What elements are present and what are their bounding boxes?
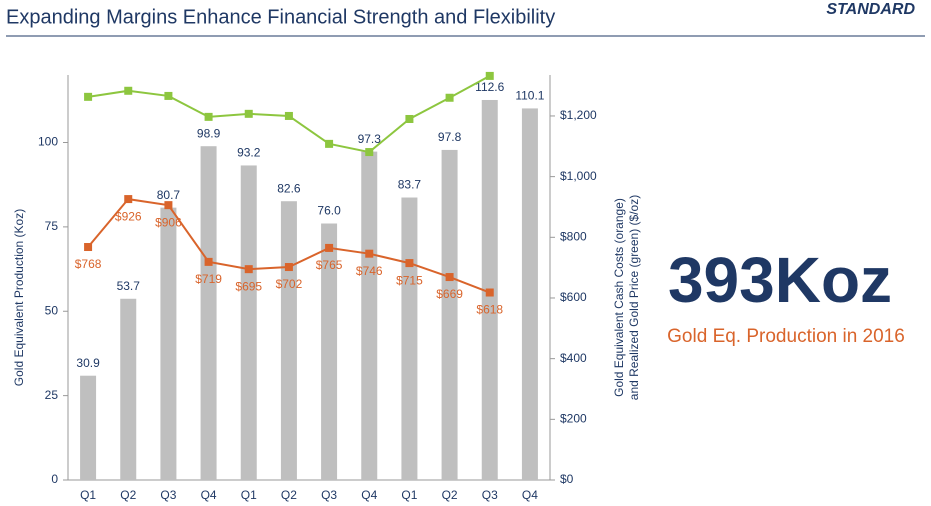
- bar: [361, 151, 378, 481]
- y-axis-label: Gold Equivalent Production (Koz): [12, 209, 26, 386]
- x-tick-label: Q1: [401, 488, 417, 502]
- point-label: $926: [115, 209, 142, 223]
- x-tick-label: Q2: [442, 488, 458, 502]
- y2-tick-label: $800: [560, 229, 587, 243]
- bar-label: 80.7: [157, 188, 181, 202]
- line-marker: [325, 243, 334, 252]
- line-marker: [164, 201, 173, 210]
- point-label: $618: [476, 303, 503, 317]
- y2-tick-label: $0: [560, 472, 574, 486]
- point-label: $702: [276, 277, 303, 291]
- point-label: $669: [436, 287, 463, 301]
- point-label: $695: [235, 279, 262, 293]
- bar-label: 98.9: [197, 126, 221, 140]
- bar-label: 53.7: [117, 279, 141, 293]
- callout-headline: 393Koz: [668, 244, 892, 316]
- x-tick-label: Q3: [482, 488, 498, 502]
- line-marker: [204, 112, 213, 121]
- bar: [80, 375, 97, 480]
- bar: [160, 207, 177, 480]
- y2-tick-label: $200: [560, 411, 587, 425]
- line-marker: [365, 148, 374, 157]
- line-marker: [325, 139, 334, 148]
- y-tick-label: 75: [45, 219, 59, 233]
- line-marker: [405, 114, 414, 123]
- bar: [240, 165, 257, 480]
- bar-label: 30.9: [76, 356, 100, 370]
- point-label: $719: [195, 272, 222, 286]
- y2-axis-label: and Realized Gold Price (green) ($/oz): [627, 195, 641, 400]
- bar: [521, 108, 538, 480]
- x-tick-label: Q1: [241, 488, 257, 502]
- line-marker: [124, 195, 133, 204]
- bar: [120, 298, 137, 480]
- line-marker: [405, 259, 414, 268]
- x-tick-label: Q3: [321, 488, 337, 502]
- line-marker: [164, 91, 173, 100]
- y2-tick-label: $400: [560, 351, 587, 365]
- bar: [280, 201, 297, 480]
- line-marker: [445, 273, 454, 282]
- x-tick-label: Q2: [281, 488, 297, 502]
- callout-caption: Gold Eq. Production in 2016: [667, 326, 905, 347]
- point-label: $765: [316, 258, 343, 272]
- line-marker: [84, 243, 93, 252]
- subtitle: Expanding Margins Enhance Financial Stre…: [6, 6, 555, 28]
- y2-tick-label: $1,200: [560, 108, 597, 122]
- line-marker: [244, 109, 253, 118]
- line-marker: [84, 92, 93, 101]
- y-tick-label: 25: [45, 388, 59, 402]
- bar: [321, 223, 338, 480]
- bar-label: 97.8: [438, 130, 462, 144]
- bar-label: 76.0: [317, 204, 341, 218]
- line-marker: [445, 93, 454, 102]
- logo: STANDARD: [826, 1, 915, 18]
- y2-axis-label: Gold Equivalent Cash Costs (orange): [612, 198, 626, 397]
- bar-label: 110.1: [515, 89, 544, 103]
- bar: [401, 197, 418, 480]
- bar-label: 82.6: [277, 181, 301, 195]
- y2-tick-label: $1,000: [560, 169, 597, 183]
- point-label: $768: [75, 257, 102, 271]
- line-marker: [365, 249, 374, 258]
- point-label: $746: [356, 264, 383, 278]
- line-marker: [284, 263, 293, 272]
- line-marker: [204, 257, 213, 266]
- bar-label: 83.7: [398, 178, 422, 192]
- line-marker: [284, 111, 293, 120]
- y2-tick-label: $600: [560, 290, 587, 304]
- y-tick-label: 0: [51, 472, 58, 486]
- line-marker: [485, 288, 494, 297]
- y-tick-label: 100: [38, 135, 58, 149]
- x-tick-label: Q2: [120, 488, 136, 502]
- point-label: $906: [155, 215, 182, 229]
- line-marker: [124, 86, 133, 95]
- bar-label: 93.2: [237, 146, 261, 160]
- x-tick-label: Q3: [160, 488, 176, 502]
- line-marker: [244, 265, 253, 274]
- bar: [200, 146, 217, 480]
- x-tick-label: Q4: [522, 488, 538, 502]
- bar-label: 97.3: [358, 132, 382, 146]
- x-tick-label: Q4: [361, 488, 377, 502]
- x-tick-label: Q4: [201, 488, 217, 502]
- line-marker: [485, 71, 494, 80]
- bar-label: 112.6: [475, 80, 504, 94]
- x-tick-label: Q1: [80, 488, 96, 502]
- y-tick-label: 50: [45, 303, 59, 317]
- point-label: $715: [396, 273, 423, 287]
- bar: [441, 149, 458, 481]
